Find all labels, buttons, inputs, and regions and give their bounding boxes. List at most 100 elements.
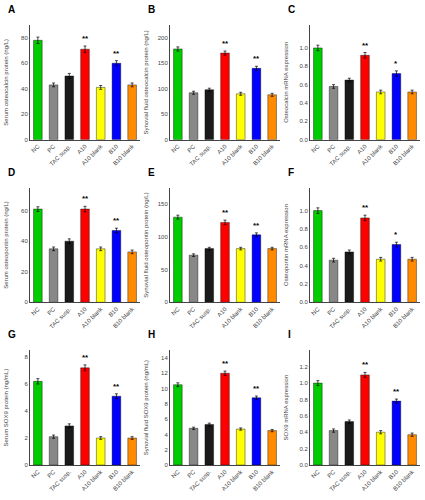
svg-text:A10 blank: A10 blank [80,305,104,329]
svg-text:150: 150 [158,60,169,66]
svg-text:**: ** [393,387,400,396]
svg-text:NC: NC [30,143,41,154]
svg-text:TAC susp.: TAC susp. [328,306,352,330]
svg-text:**: ** [362,203,369,212]
svg-text:**: ** [82,353,89,362]
svg-text:B10 blank: B10 blank [392,143,416,167]
svg-text:B10 blank: B10 blank [252,468,276,492]
svg-text:0.8: 0.8 [299,397,308,403]
svg-text:B10 blank: B10 blank [112,143,136,167]
svg-text:NC: NC [310,468,321,479]
svg-text:A10: A10 [216,143,228,155]
svg-text:**: ** [362,41,369,50]
svg-text:50: 50 [161,111,168,117]
svg-text:H: H [148,329,155,340]
svg-text:200: 200 [158,35,169,41]
svg-text:NC: NC [30,306,41,317]
svg-text:B10: B10 [387,143,399,155]
svg-text:NC: NC [310,306,321,317]
svg-text:50: 50 [161,267,168,273]
svg-text:0.6: 0.6 [299,244,308,250]
svg-text:Serum SOX9 protein (ng/mL): Serum SOX9 protein (ng/mL) [3,369,9,447]
svg-text:B10 blank: B10 blank [252,305,276,329]
svg-text:4: 4 [24,408,28,414]
svg-text:0: 0 [164,462,168,468]
svg-text:0.2: 0.2 [299,281,308,287]
svg-text:1.2: 1.2 [299,364,308,370]
svg-text:0: 0 [24,462,28,468]
svg-text:60: 60 [21,208,28,214]
svg-text:**: ** [222,39,229,48]
svg-text:8: 8 [164,401,168,407]
svg-text:0.6: 0.6 [299,413,308,419]
svg-text:2: 2 [24,435,28,441]
svg-text:14: 14 [161,355,168,361]
svg-text:B10 blank: B10 blank [392,305,416,329]
svg-text:NC: NC [310,143,321,154]
svg-text:0.4: 0.4 [299,263,308,269]
svg-text:B10: B10 [247,468,259,480]
svg-text:D: D [8,167,15,178]
svg-text:A10 blank: A10 blank [80,468,104,492]
svg-text:**: ** [113,49,120,58]
svg-text:**: ** [222,359,229,368]
svg-text:100: 100 [158,234,169,240]
svg-text:B10: B10 [107,143,119,155]
svg-text:TAC susp.: TAC susp. [328,143,352,167]
svg-text:**: ** [113,216,120,225]
svg-text:NC: NC [170,306,181,317]
svg-text:B10 blank: B10 blank [112,305,136,329]
svg-text:C: C [288,4,295,15]
svg-text:F: F [288,167,294,178]
svg-text:A10: A10 [356,306,368,318]
svg-text:*: * [394,59,398,68]
svg-text:NC: NC [170,468,181,479]
svg-text:0.0: 0.0 [299,137,308,143]
svg-text:B10: B10 [387,306,399,318]
svg-text:B10: B10 [247,306,259,318]
svg-text:G: G [8,329,16,340]
svg-text:A10 blank: A10 blank [360,143,384,167]
svg-text:B10: B10 [247,143,259,155]
svg-text:Synovial fluid SOX9 protein (n: Synovial fluid SOX9 protein (ng/mL) [143,360,149,455]
svg-text:PC: PC [186,143,197,154]
svg-text:**: ** [253,221,260,230]
svg-text:PC: PC [186,468,197,479]
svg-text:NC: NC [30,468,41,479]
svg-text:TAC susp.: TAC susp. [48,143,72,167]
svg-text:TAC susp.: TAC susp. [188,469,212,493]
svg-text:B10: B10 [107,468,119,480]
svg-text:4: 4 [164,432,168,438]
svg-text:1.0: 1.0 [299,45,308,51]
svg-text:PC: PC [46,468,57,479]
svg-text:**: ** [113,382,120,391]
svg-text:A10: A10 [76,143,88,155]
svg-text:0.0: 0.0 [299,299,308,305]
svg-text:0.0: 0.0 [299,462,308,468]
svg-text:150: 150 [158,201,169,207]
svg-text:B10 blank: B10 blank [252,143,276,167]
svg-text:1.0: 1.0 [299,208,308,214]
svg-text:1.0: 1.0 [299,380,308,386]
svg-text:TAC susp.: TAC susp. [328,469,352,493]
svg-text:TAC susp.: TAC susp. [188,143,212,167]
svg-text:Osteopontin mRNA expression: Osteopontin mRNA expression [283,204,289,286]
svg-text:0.2: 0.2 [299,118,308,124]
svg-text:A10: A10 [76,468,88,480]
svg-text:PC: PC [326,143,337,154]
svg-text:60: 60 [21,60,28,66]
svg-text:A10 blank: A10 blank [80,143,104,167]
svg-text:8: 8 [24,354,28,360]
svg-text:0: 0 [164,299,168,305]
svg-text:2: 2 [164,447,168,453]
svg-text:A10 blank: A10 blank [360,305,384,329]
svg-text:E: E [148,167,155,178]
svg-text:**: ** [82,34,89,43]
svg-text:*: * [394,230,398,239]
svg-text:PC: PC [326,468,337,479]
svg-text:TAC susp.: TAC susp. [188,306,212,330]
svg-text:**: ** [222,208,229,217]
svg-text:Serum osteopontin protein (ng/: Serum osteopontin protein (ng/L) [3,201,9,289]
svg-text:12: 12 [161,370,168,376]
svg-text:20: 20 [21,269,28,275]
